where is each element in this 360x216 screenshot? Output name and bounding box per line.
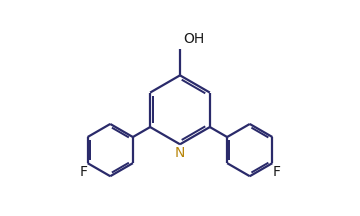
Text: N: N <box>175 146 185 160</box>
Text: F: F <box>79 165 87 179</box>
Text: F: F <box>273 165 281 179</box>
Text: OH: OH <box>183 32 204 46</box>
